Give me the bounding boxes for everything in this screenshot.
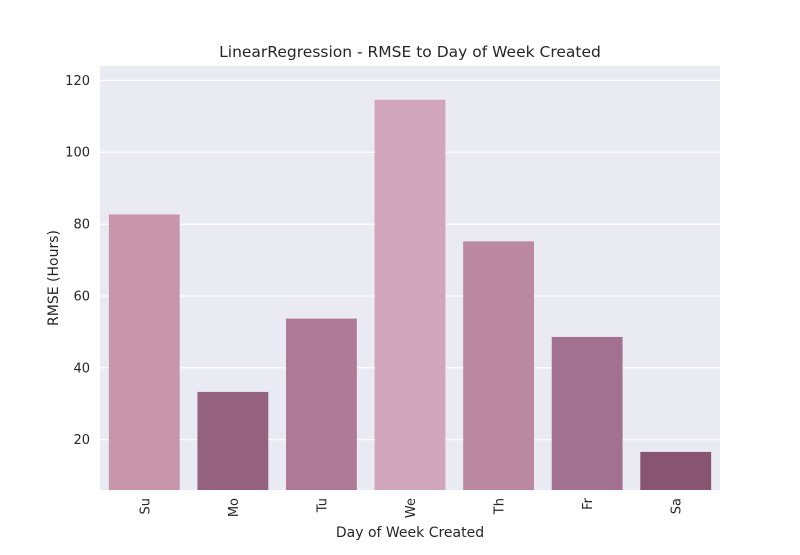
x-axis-ticks: Su Mo Tu We Th Fr Sa bbox=[138, 497, 684, 518]
bar-th bbox=[463, 241, 534, 490]
y-axis-ticks: 20 40 60 80 100 120 bbox=[65, 74, 90, 448]
x-tick-label-sa: Sa bbox=[670, 498, 685, 514]
x-axis-label: Day of Week Created bbox=[336, 525, 484, 541]
bar-tu bbox=[286, 318, 357, 490]
x-tick-label-tu: Tu bbox=[315, 498, 330, 513]
x-tick-label-fr: Fr bbox=[581, 497, 596, 510]
y-tick-label-20: 20 bbox=[73, 433, 90, 448]
bar-we bbox=[374, 99, 446, 490]
y-tick-label-40: 40 bbox=[73, 361, 90, 376]
x-tick-label-mo: Mo bbox=[227, 498, 242, 517]
y-tick-label-100: 100 bbox=[65, 146, 90, 161]
bars bbox=[108, 99, 712, 490]
bar-sa bbox=[640, 451, 712, 490]
y-tick-label-120: 120 bbox=[65, 74, 90, 89]
bar-fr bbox=[551, 336, 623, 490]
y-tick-label-80: 80 bbox=[73, 218, 90, 233]
bar-mo bbox=[197, 391, 269, 490]
chart-title: LinearRegression - RMSE to Day of Week C… bbox=[219, 43, 601, 61]
x-tick-label-su: Su bbox=[138, 498, 153, 515]
x-tick-label-we: We bbox=[404, 498, 419, 518]
y-tick-label-60: 60 bbox=[73, 289, 90, 304]
y-axis-label: RMSE (Hours) bbox=[46, 230, 62, 326]
x-tick-label-th: Th bbox=[493, 498, 508, 515]
bar-su bbox=[108, 214, 180, 490]
